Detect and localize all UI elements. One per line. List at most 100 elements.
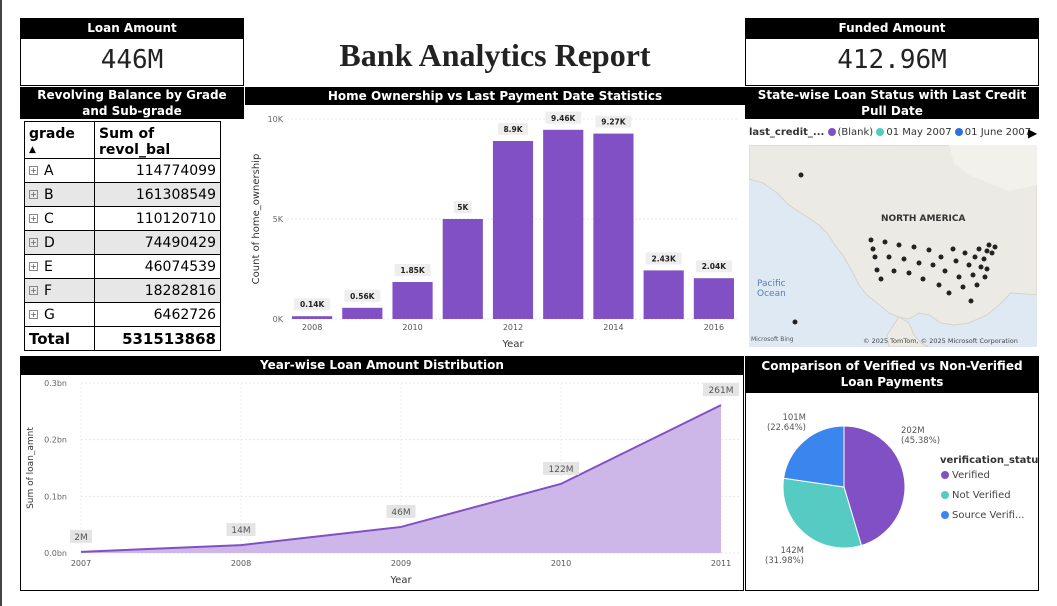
x-tick-label: 2007 — [71, 559, 91, 568]
area-fill — [81, 405, 721, 553]
expand-icon[interactable]: + — [29, 238, 38, 247]
home-ownership-bar-chart[interactable]: 0K 5K 10K Count of home_ownership 0.14K 0.56K… — [245, 105, 745, 353]
expand-icon[interactable]: + — [29, 166, 38, 175]
map-point — [974, 282, 980, 288]
area-line — [80, 404, 722, 553]
table-row[interactable]: + A 114774099 — [24, 158, 221, 183]
bar — [492, 141, 534, 319]
page-left-border — [0, 0, 2, 606]
map-point — [891, 268, 897, 274]
data-label-bg — [294, 298, 331, 311]
loan-amount-card[interactable] — [20, 38, 244, 86]
data-label-bg — [498, 123, 528, 135]
map-legend-item[interactable]: 01 May 2007 — [876, 127, 952, 138]
slice-label-value: 142M — [780, 546, 804, 556]
data-label-bg — [386, 504, 416, 518]
slice-label-pct: (31.98%) — [765, 556, 804, 566]
data-label-bg — [344, 289, 381, 302]
state-loan-map[interactable]: NORTH AMERICA Pacific Ocean Microsoft Bi… — [749, 145, 1037, 347]
grade-cell[interactable]: + F — [24, 278, 95, 303]
data-label-bg — [545, 111, 582, 124]
grade-cell[interactable]: + G — [24, 302, 95, 327]
map-point — [920, 276, 926, 282]
map-point — [984, 266, 990, 272]
expand-icon[interactable]: + — [29, 214, 38, 223]
pie-slice — [843, 425, 906, 547]
table-row[interactable]: + C 110120710 — [24, 206, 221, 231]
map-ocean-label-1: Pacific — [757, 279, 786, 289]
slice-label-value: 202M — [901, 426, 925, 436]
map-point — [950, 246, 956, 252]
data-label: 9.46K — [551, 114, 577, 123]
revol-bal-cell: 46074539 — [94, 254, 221, 279]
loan-amount-header: Loan Amount — [20, 18, 244, 38]
pie-chart-header: Comparison of Verified vs Non-Verified L… — [745, 356, 1039, 392]
slice-label-pct: (22.64%) — [767, 423, 806, 433]
map-point — [926, 247, 932, 253]
map-point — [953, 258, 959, 264]
pie-slice — [782, 477, 863, 549]
map-point — [981, 256, 987, 262]
pie-legend-title: verification_status — [940, 455, 1038, 466]
x-tick-label: 2009 — [391, 559, 411, 568]
legend-dot — [941, 491, 949, 499]
map-point — [970, 272, 976, 278]
map-region-label: NORTH AMERICA — [881, 214, 965, 224]
map-point — [872, 254, 878, 260]
pie-legend-item: Not Verified — [952, 490, 1011, 501]
x-tick-label: 2011 — [711, 559, 731, 568]
map-legend-item[interactable]: 01 June 2007 — [954, 127, 1031, 138]
map-point — [989, 250, 995, 256]
data-label: 2M — [74, 533, 88, 543]
pie-slice — [783, 425, 845, 488]
verification-pie-chart[interactable]: 202M(45.38%) 142M(31.98%) 101M(22.64%) veri… — [746, 393, 1038, 590]
y-tick-label: 0K — [273, 315, 284, 324]
grade-cell[interactable]: + A — [24, 158, 95, 183]
bar — [292, 316, 333, 319]
bar — [342, 307, 383, 319]
grade-cell[interactable]: + E — [24, 254, 95, 279]
map-point — [962, 250, 968, 256]
grade-cell[interactable]: + C — [24, 206, 95, 231]
map-point — [972, 254, 978, 260]
sort-asc-icon[interactable]: ▲ — [29, 145, 36, 155]
grade-cell[interactable]: + D — [24, 230, 95, 255]
x-tick-label: 2012 — [503, 323, 523, 332]
y-axis-label: Sum of loan_amnt — [26, 427, 36, 509]
y-tick-label: 10K — [268, 115, 284, 124]
x-tick-label: 2008 — [302, 323, 322, 332]
grade-column-header[interactable]: grade ▲ — [24, 121, 95, 159]
data-label: 5K — [457, 203, 469, 212]
funded-amount-card[interactable] — [745, 38, 1039, 86]
map-point — [986, 242, 992, 248]
expand-icon[interactable]: + — [29, 286, 38, 295]
pie-legend-item: Verified — [952, 470, 990, 481]
x-axis-label: Year — [389, 575, 412, 586]
map-legend-item[interactable]: (Blank) — [827, 127, 873, 138]
bar — [593, 133, 634, 319]
expand-icon[interactable]: + — [29, 262, 38, 271]
table-row[interactable]: + B 161308549 — [24, 182, 221, 207]
table-row[interactable]: + D 74490429 — [24, 230, 221, 255]
table-row[interactable]: + F 18282816 — [24, 278, 221, 303]
grade-cell[interactable]: + B — [24, 182, 95, 207]
bar — [543, 129, 584, 319]
expand-icon[interactable]: + — [29, 310, 38, 319]
map-point — [984, 248, 990, 254]
map-point — [906, 270, 912, 276]
title-card — [245, 38, 745, 86]
loan-amount-value: 446M — [100, 45, 164, 75]
grade-table[interactable]: grade ▲ Sum of revol_bal + A 114774099 + B 16… — [24, 121, 221, 351]
data-label-bg — [394, 264, 431, 276]
table-row[interactable]: + G 6462726 — [24, 302, 221, 327]
data-label: 0.56K — [350, 292, 376, 301]
expand-icon[interactable]: + — [29, 190, 38, 199]
legend-next-icon[interactable]: ▶ — [1028, 126, 1038, 140]
funded-amount-header: Funded Amount — [745, 18, 1039, 38]
revol-bal-column-header[interactable]: Sum of revol_bal — [94, 121, 221, 159]
table-row[interactable]: + E 46074539 — [24, 254, 221, 279]
map-legend: last_credit_... (Blank) 01 May 2007 01 J… — [749, 127, 1031, 138]
data-label-bg — [543, 461, 579, 475]
loan-amount-area-chart[interactable]: 0.0bn 0.1bn 0.2bn 0.3bn Sum of loan_amnt 2M 20… — [21, 375, 743, 590]
map-point — [886, 254, 892, 260]
